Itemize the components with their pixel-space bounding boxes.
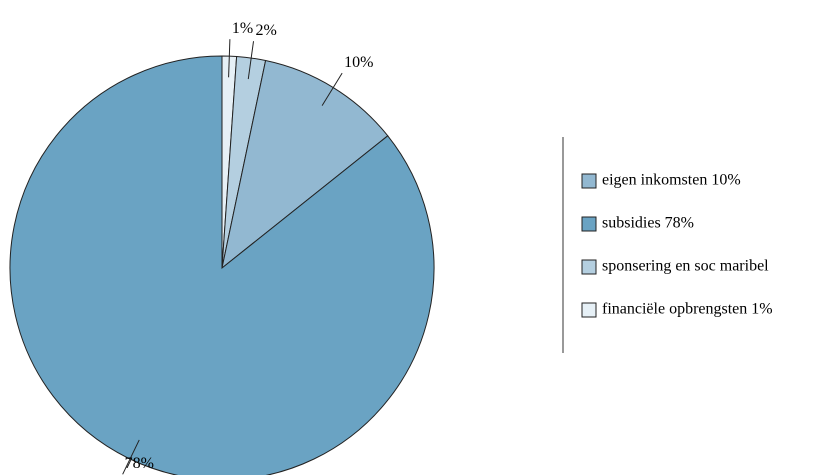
data-label: 10%: [344, 54, 373, 71]
data-label: 1%: [232, 20, 253, 37]
data-label: 78%: [125, 455, 154, 472]
leader-line: [247, 41, 255, 80]
legend-swatch: [581, 259, 597, 275]
legend-label: subsidies 78%: [602, 215, 694, 232]
legend-label: financiële opbrengsten 1%: [602, 301, 773, 318]
legend-swatch: [581, 302, 597, 318]
leader-line: [228, 39, 231, 78]
legend-label: eigen inkomsten 10%: [602, 172, 741, 189]
legend-label: sponsering en soc maribel: [602, 258, 769, 275]
leader-line: [122, 439, 140, 475]
legend-swatch: [581, 173, 597, 189]
legend-swatch: [581, 216, 597, 232]
data-label: 2%: [256, 22, 277, 39]
leader-line: [321, 72, 343, 106]
